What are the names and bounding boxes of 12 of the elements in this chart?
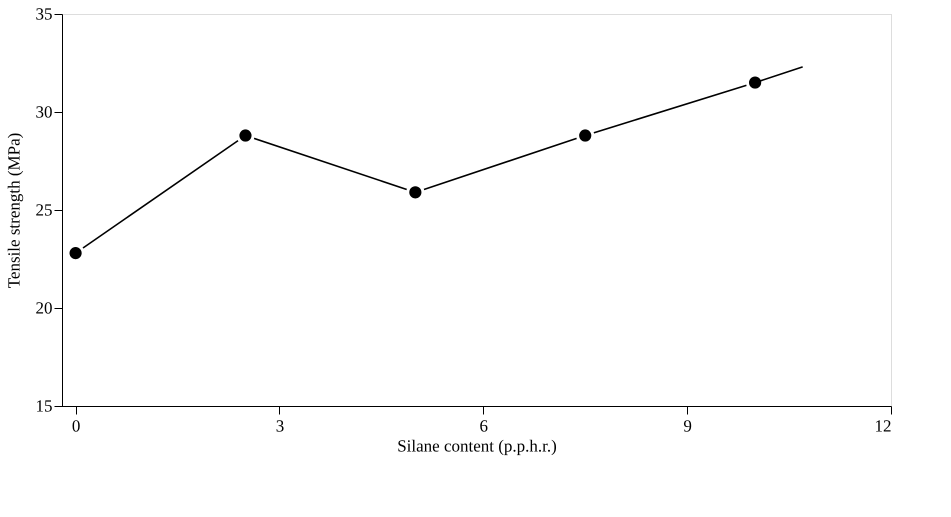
x-tick-label: 6 [480, 416, 488, 436]
y-tick-label: 30 [36, 102, 52, 122]
y-tick-label: 25 [36, 200, 52, 220]
x-tick-label: 0 [72, 416, 80, 436]
y-tick-label: 35 [36, 4, 52, 24]
x-axis-title: Silane content (p.p.h.r.) [397, 436, 557, 456]
x-tick-label: 9 [683, 416, 692, 436]
x-tick-label: 12 [874, 416, 892, 436]
y-axis-title: Tensile strength (MPa) [4, 132, 24, 288]
x-tick-label: 3 [276, 416, 284, 436]
y-tick-label: 20 [36, 298, 52, 318]
y-tick-label: 15 [36, 396, 52, 416]
